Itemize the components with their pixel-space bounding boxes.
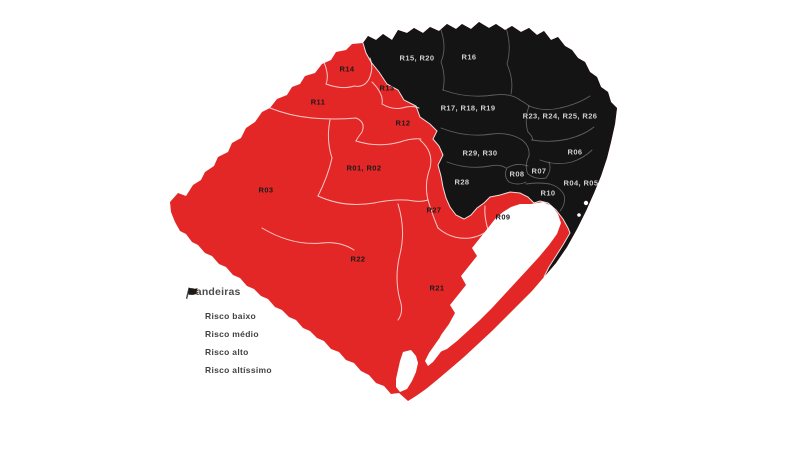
region-risco-altissimo [363,22,617,277]
red-black-boundary-line [362,42,571,278]
coastal-lagoon-dot [577,213,581,217]
legend-item-label: Risco médio [205,328,259,339]
legend-item-label: Risco altíssimo [205,364,272,375]
flag-icon [184,287,198,358]
internal-borders-black [440,27,595,212]
legend-item-risco-alt-ssimo: Risco altíssimo [184,287,272,378]
coastal-lagoon-sliver [425,320,459,366]
legend-item-risco-baixo: Risco baixo [184,287,272,324]
legend-item-label: Risco alto [205,346,249,357]
flag-icon [184,287,198,376]
legend-title: Bandeiras [188,286,241,298]
legend-item-risco-m-dio: Risco médio [184,287,272,342]
flag-icon [184,287,198,322]
lagoons [396,200,589,392]
flag-icon [184,287,198,340]
legend-item-risco-alto: Risco alto [184,287,272,360]
coastal-lagoon-dot [583,200,589,206]
legend: Bandeiras Risco baixo Risco médio Risco al… [184,286,272,379]
lagoa-dos-patos [436,202,561,352]
legend-items: Risco baixo Risco médio Risco alto Risco al… [184,287,272,378]
lagoa-mirim [396,350,418,392]
legend-item-label: Risco baixo [205,310,257,321]
